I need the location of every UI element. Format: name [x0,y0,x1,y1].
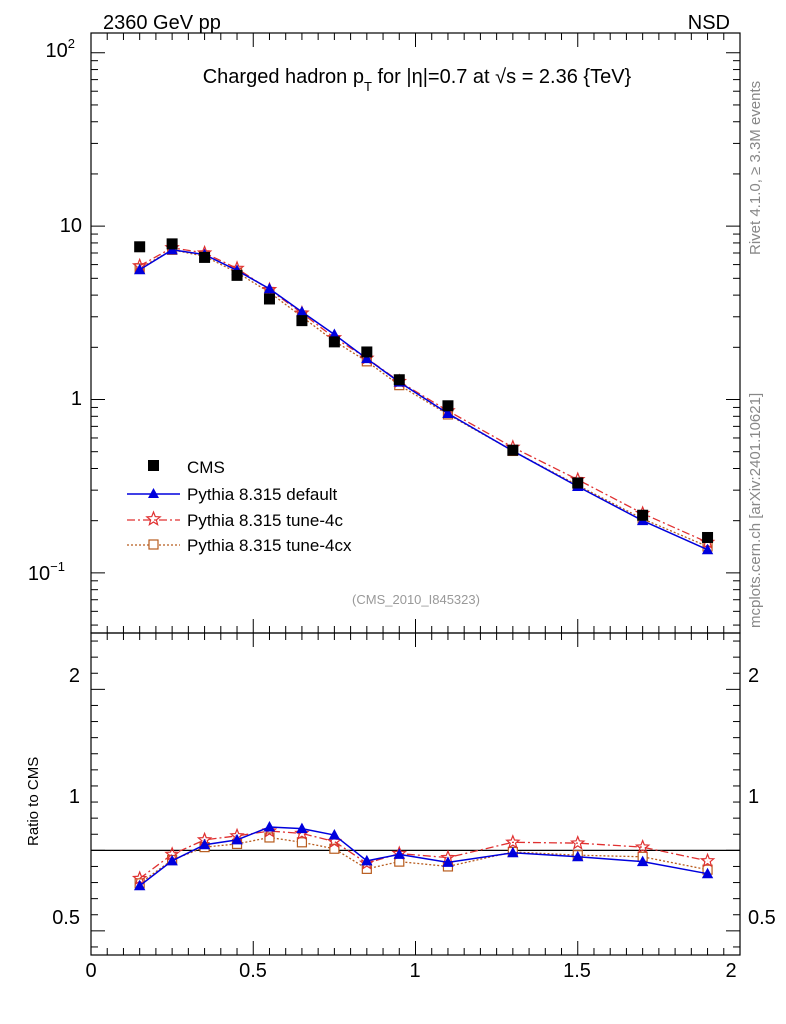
mcplots-label: mcplots.cern.ch [arXiv:2401.10621] [747,393,764,628]
main-point-cms [296,315,308,327]
ratio-point-default [166,854,178,866]
legend-marker-default [148,488,159,498]
legend-marker-cms [148,460,159,471]
ratio-series-default [133,821,714,891]
main-y-tick-label: 10 [60,215,82,237]
legend-label-default: Pythia 8.315 default [187,485,338,504]
legend-label-tune-4c: Pythia 8.315 tune-4c [187,511,343,530]
legend-label-cms: CMS [187,458,225,477]
ratio-point-tune-4c [505,834,521,849]
legend-entry-tune-4cx: Pythia 8.315 tune-4cx [127,536,352,555]
x-tick-label: 2 [725,960,736,982]
main-y-tick-labels: 102 10 1 10−1 [28,36,82,585]
ratio-point-default [701,867,714,879]
ratio-point-tune-4cx [296,837,308,848]
plot-title: Charged hadron pT for |η|=0.7 at √s = 2.… [203,66,632,94]
main-point-default [263,282,276,294]
main-point-cms [134,241,146,253]
ratio-point-default [263,821,276,832]
ratio-y-tick-label-right: 2 [748,665,759,687]
ratio-point-tune-4cx [264,832,275,843]
ratio-point-tune-4c [699,852,716,868]
ratio-point-default [636,855,649,867]
legend: CMS Pythia 8.315 default Pythia 8.315 tu… [127,458,352,555]
ratio-y-tick-label-right: 0.5 [748,907,776,929]
rivet-version-label: Rivet 4.1.0, ≥ 3.3M events [747,81,764,255]
ratio-line-default [139,826,708,887]
main-point-default [442,407,454,419]
ratio-point-default [442,856,454,867]
ratio-series-tune-4c [131,822,716,886]
ratio-point-tune-4c [569,834,586,850]
analysis-id: (CMS_2010_I845323) [352,592,480,607]
ratio-plot-frame [90,632,741,956]
ratio-line-tune-4c [139,830,708,880]
ratio-point-default [198,838,211,850]
ratio-point-default [133,879,146,891]
main-y-tick-label: 1 [71,388,82,410]
main-point-cms [572,477,584,489]
legend-marker-tune-4cx [148,539,159,550]
ratio-point-default [296,822,308,834]
ratio-point-default [328,829,341,840]
energy-label: 2360 GeV pp [103,12,221,34]
main-point-cms [328,336,340,348]
ratio-y-tick-label-left: 2 [69,665,80,687]
main-y-axis [91,52,740,626]
main-point-default [296,305,308,317]
legend-label-tune-4cx: Pythia 8.315 tune-4cx [187,536,352,555]
x-tick-label: 1.5 [563,960,591,982]
ratio-point-default [507,846,519,858]
legend-entry-default: Pythia 8.315 default [127,485,338,504]
main-point-cms [442,400,454,412]
legend-entry-cms: CMS [148,458,225,477]
ratio-point-tune-4c [634,838,651,854]
main-point-cms [263,293,275,305]
x-tick-label: 0.5 [239,960,267,982]
main-point-cms [166,238,178,250]
main-point-cms [231,269,243,281]
ratio-point-tune-4c [359,855,375,870]
ratio-line-tune-4cx [139,836,708,884]
process-label: NSD [688,12,730,34]
legend-entry-tune-4c: Pythia 8.315 tune-4c [127,510,343,530]
ratio-point-default [361,854,373,866]
ratio-y-axis-label: Ratio to CMS [25,757,42,846]
ratio-point-default [231,833,243,845]
x-tick-label: 0 [85,960,96,982]
ratio-y-tick-label-left: 0.5 [52,907,80,929]
ratio-series-layer [131,821,716,891]
main-series-cms [134,238,714,543]
x-axis [90,33,741,955]
ratio-y-tick-label-right: 1 [748,786,759,808]
main-point-cms [199,251,211,263]
ratio-y-axis [91,640,740,948]
main-point-cms [637,509,649,521]
ratio-y-tick-labels: 2 1 0.5 2 1 0.5 [52,665,776,929]
x-tick-label: 1 [409,960,420,982]
main-point-default [701,543,714,555]
ratio-point-default [572,850,584,862]
x-tick-labels: 0 0.5 1 1.5 2 [85,960,736,982]
main-point-default [361,352,373,364]
main-y-tick-label: 10−1 [28,559,65,585]
main-point-cms [393,374,405,386]
main-y-tick-label: 102 [46,36,75,62]
main-series-layer [131,238,716,555]
main-point-default [133,263,146,275]
legend-marker-tune-4c [145,510,162,527]
ratio-y-tick-label-left: 1 [69,786,80,808]
main-point-cms [702,531,714,543]
main-series-default [133,243,714,555]
main-point-cms [507,444,519,456]
main-point-cms [361,346,373,358]
ratio-point-default [393,848,405,859]
